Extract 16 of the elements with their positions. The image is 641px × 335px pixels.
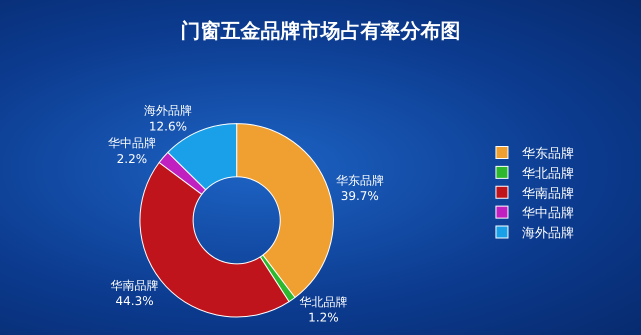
data-label: 2.2% [116,152,148,166]
slice-label: 华中品牌 [108,136,156,150]
data-label: 39.7% [340,188,379,203]
legend-label: 华中品牌 [522,206,574,222]
data-label: 12.6% [148,119,188,134]
slice-label: 华北品牌 [299,294,348,309]
slice-label: 华南品牌 [110,278,159,292]
slice-label: 华东品牌 [336,173,384,188]
legend-label: 华北品牌 [522,166,574,182]
legend-label: 海外品牌 [522,226,574,242]
data-label: 44.3% [115,294,154,308]
slice-label: 海外品牌 [144,104,192,118]
chart-title: 门窗五金品牌市场占有率分布图 [180,18,460,42]
legend-label: 华东品牌 [522,146,574,162]
data-label: 1.2% [308,310,339,324]
legend-label: 华南品牌 [522,186,574,202]
